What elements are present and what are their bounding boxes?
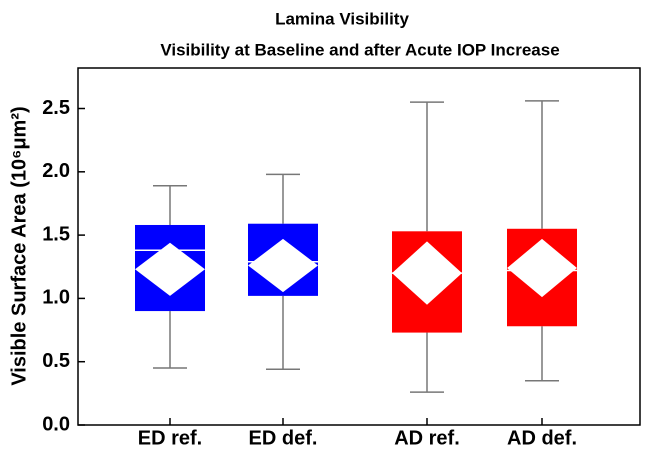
y-axis-label: Visible Surface Area (10⁶μm²) — [8, 106, 30, 385]
mean-diamond — [507, 238, 577, 298]
x-tick-label: AD ref. — [394, 427, 460, 449]
y-tick-label: 2.5 — [42, 97, 70, 119]
y-tick-label: 0.0 — [42, 413, 70, 435]
mean-diamond — [135, 242, 205, 296]
y-tick-label: 0.5 — [42, 350, 70, 372]
x-tick-label: AD def. — [507, 427, 577, 449]
mean-diamond — [392, 241, 462, 305]
y-tick-label: 1.0 — [42, 287, 70, 309]
y-tick-label: 1.5 — [42, 223, 70, 245]
x-tick-label: ED ref. — [138, 427, 202, 449]
x-tick-label: ED def. — [249, 427, 318, 449]
mean-diamond — [248, 238, 318, 293]
chart-subtitle: Visibility at Baseline and after Acute I… — [160, 40, 559, 59]
y-tick-label: 2.0 — [42, 160, 70, 182]
chart-title: Lamina Visibility — [275, 9, 409, 28]
plot-frame — [77, 67, 641, 426]
